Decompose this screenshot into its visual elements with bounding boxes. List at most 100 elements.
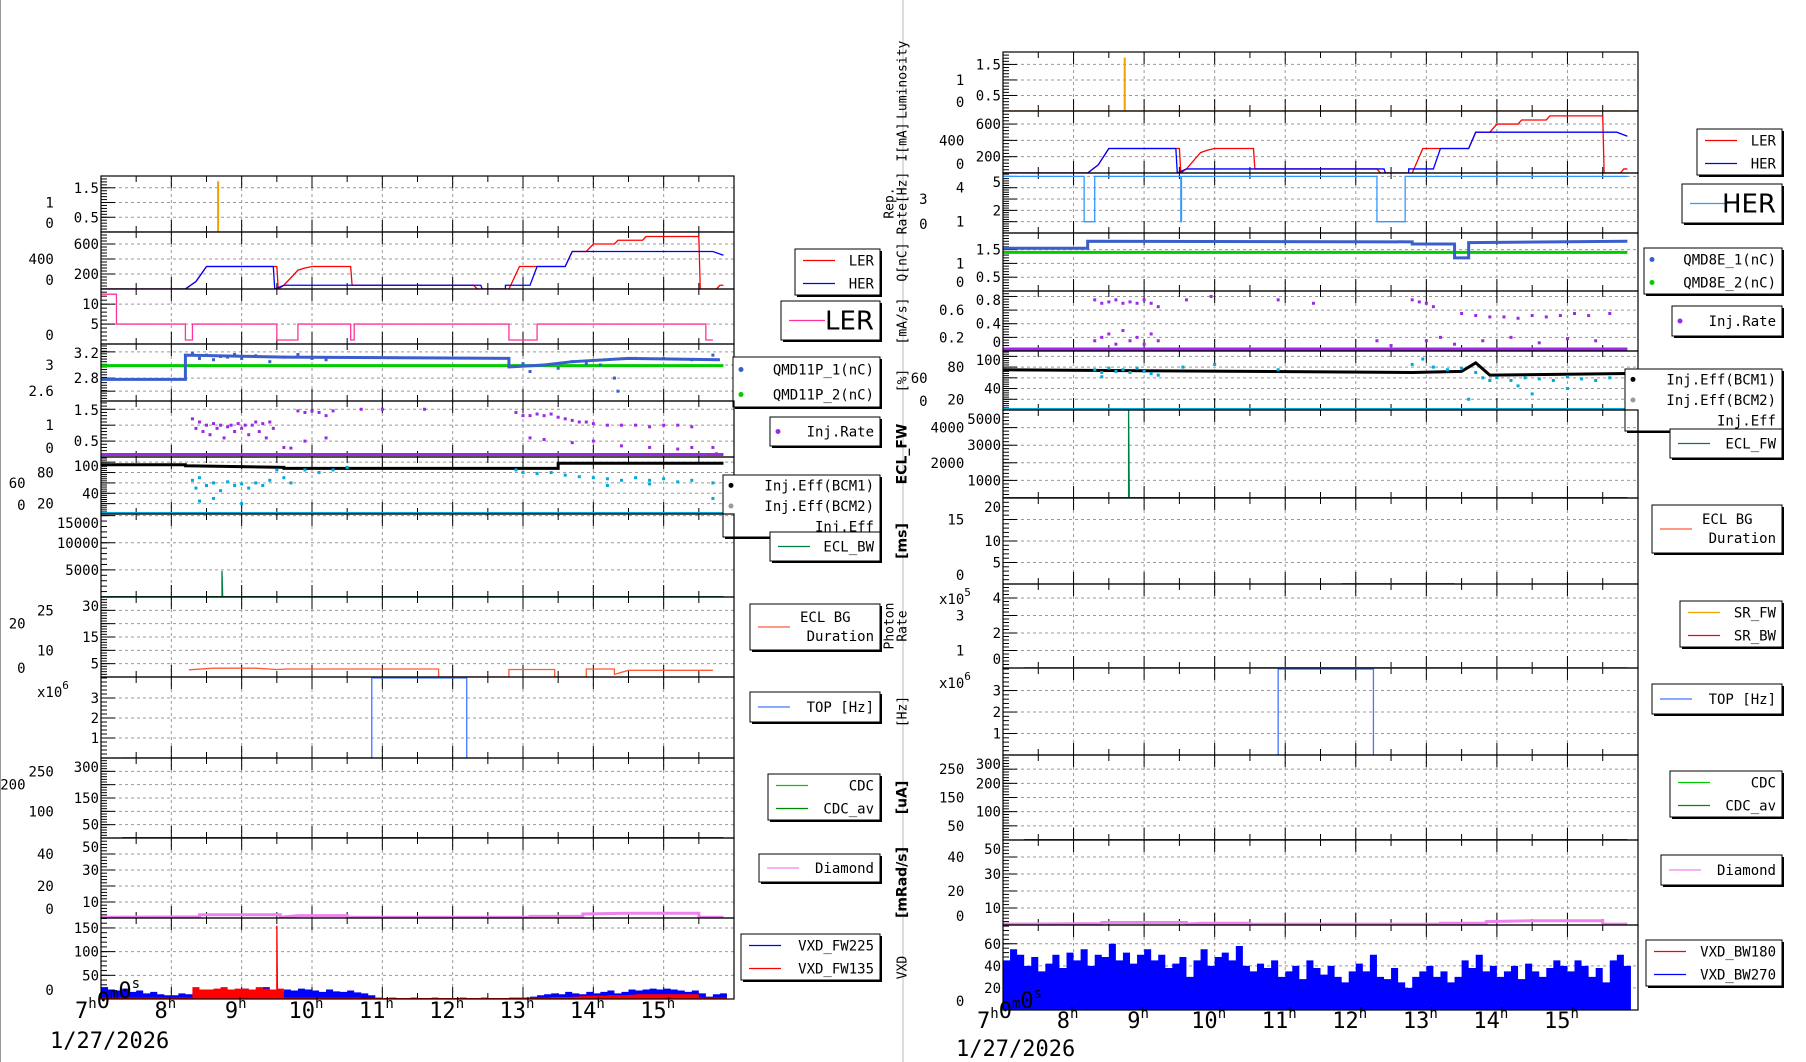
data-point-inj-rate (1149, 332, 1153, 336)
y-axis-label: Luminosity (896, 40, 911, 118)
hour-unit: h (385, 996, 393, 1012)
panel-frame (100, 596, 735, 678)
panel-frame (1002, 497, 1639, 585)
legend-label: HER (1751, 157, 1777, 173)
data-point-inj-eff-bcm2- (1446, 368, 1449, 372)
data-point-inj-rate (1537, 341, 1541, 345)
data-point-inj-eff-bcm2- (634, 476, 638, 480)
data-point-inj-rate (1142, 342, 1146, 346)
data-point-inj-rate (1565, 337, 1569, 341)
y-tick-label: 2000 (931, 456, 965, 472)
y-tick-label: 0 (993, 652, 1001, 668)
data-point-inj-eff-bcm2- (1523, 376, 1527, 380)
y-tick-label: 40 (82, 486, 99, 502)
legend-label: Inj.Rate (807, 425, 874, 441)
data-point-inj-rate (1488, 315, 1492, 319)
data-point-inj-eff-bcm2- (254, 481, 258, 485)
panel-rep-rate: HER 5 4 3 2 1 0 Rep.Rate[Hz] (883, 172, 1784, 234)
hour-label: 15h (1544, 1006, 1579, 1034)
data-point-inj-eff-bcm2- (268, 478, 272, 482)
data-point-inj-rate (1375, 339, 1379, 343)
data-point-inj-rate (233, 430, 237, 434)
legend-label: Duration (807, 629, 874, 645)
y-tick-label: 5 (993, 175, 1001, 191)
exponent-base: x10 (939, 592, 964, 608)
data-point-inj-rate (303, 410, 307, 414)
data-point-inj-rate (310, 409, 314, 413)
y-tick-label: 0.4 (976, 317, 1001, 333)
data-point-qmd11p-1-nc- (542, 363, 546, 367)
y-tick-label: 5000 (967, 412, 1001, 428)
legend-label: QMD11P_2(nC) (773, 388, 874, 404)
hour-unit: h (238, 996, 246, 1012)
line-series-luminosity (101, 181, 724, 232)
y-tick-label: 600 (74, 237, 99, 253)
hour-label: 10h (289, 996, 324, 1024)
hour-label: 13h (500, 996, 535, 1024)
y-tick-label: 20 (9, 617, 26, 633)
data-point-inj-rate (201, 430, 205, 434)
hour-label: 11h (1262, 1006, 1297, 1034)
legend-rep-rate: HER (1681, 183, 1784, 225)
hour-value: 11 (1262, 1009, 1289, 1034)
y-tick-label: 50 (82, 818, 99, 834)
y-tick-label: 0 (45, 328, 53, 344)
y-tick-label: 0.5 (976, 88, 1001, 104)
y-tick-label: 5 (993, 556, 1001, 572)
hour-value: 8 (154, 999, 167, 1024)
data-point-inj-rate (1460, 312, 1464, 315)
legend-box (1679, 600, 1783, 648)
series-group (1003, 410, 1628, 498)
data-point-inj-eff-bcm2- (190, 478, 194, 482)
legend-dot-icon (728, 503, 734, 509)
y-tick-label: 2 (91, 711, 99, 727)
time-unit: s (132, 976, 140, 992)
y-tick-label: 250 (939, 762, 964, 778)
legend-ecl-bw: ECL_BW (769, 531, 882, 563)
time-value: 0 (1020, 989, 1033, 1014)
data-point-qmd11p-1-nc- (205, 353, 208, 357)
data-point-inj-rate (1114, 298, 1118, 302)
legend-label: QMD11P_1(nC) (773, 363, 874, 379)
y-tick-label: 300 (976, 757, 1001, 773)
data-point-inj-rate (264, 436, 268, 440)
data-point-inj-eff-bcm2- (1594, 379, 1598, 382)
data-point-inj-rate (1587, 314, 1591, 318)
data-point-inj-eff-bcm2- (226, 480, 230, 484)
legend-label: CDC_av (1725, 799, 1776, 815)
y-tick-label: 1.5 (74, 181, 99, 197)
time-unit: m (110, 986, 118, 1002)
legend-dot-icon (1649, 280, 1655, 285)
data-point-inj-rate (257, 430, 261, 434)
data-point-qmd11p-1-nc- (616, 389, 620, 393)
hour-label: 13h (1403, 1006, 1438, 1034)
y-tick-label: 0 (956, 568, 964, 584)
data-point-inj-rate (662, 423, 666, 427)
data-point-inj-rate (190, 417, 194, 421)
data-point-inj-eff-bcm2- (1580, 377, 1584, 381)
data-point-inj-eff-bcm2- (275, 468, 279, 472)
data-point-inj-rate (634, 423, 638, 427)
legend-dot-icon (1649, 257, 1655, 262)
time-value: 0 (118, 979, 131, 1004)
hour-unit: h (1429, 1006, 1437, 1022)
series-group (1003, 919, 1628, 925)
hour-value: 11 (359, 999, 386, 1024)
y-tick-label: 30 (82, 599, 99, 615)
y-tick-label: 15000 (57, 516, 99, 532)
data-point-inj-eff-bcm2- (1181, 365, 1185, 369)
y-axis-label: [%] (896, 369, 911, 392)
y-tick-label: 60 (911, 371, 928, 387)
y-tick-label: 3000 (967, 438, 1001, 454)
data-point-inj-rate (619, 444, 623, 448)
legend-label: Inj.Eff(BCM2) (764, 499, 874, 515)
data-point-inj-eff-bcm2- (563, 473, 567, 477)
legend-top: TOP [Hz] (749, 691, 882, 724)
y-tick-label: 0.2 (939, 330, 964, 346)
legend-vxd: VXD_BW180 VXD_BW270 (1645, 939, 1784, 988)
data-point-inj-rate (711, 445, 715, 449)
y-tick-label: 50 (82, 840, 99, 856)
series-group (101, 235, 724, 289)
hour-label: 8h (154, 996, 176, 1024)
y-tick-label: 200 (0, 778, 25, 794)
